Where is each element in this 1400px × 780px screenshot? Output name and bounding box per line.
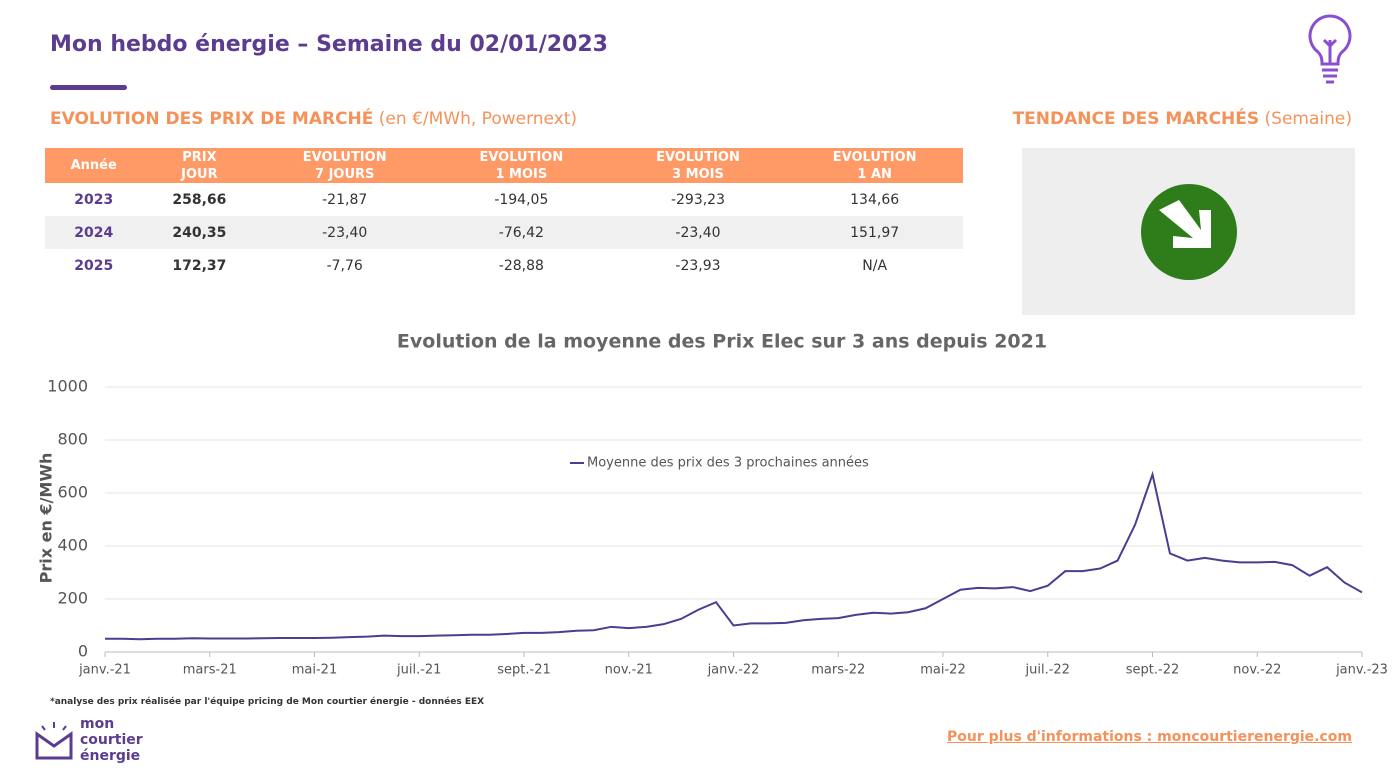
table-cell: 2025 [74, 257, 114, 274]
table-header: Année PRIX JOUR EVOLUTION 7 JOURS EVOLUTION… [45, 148, 963, 183]
table-cell: 2023 [74, 191, 114, 208]
logo-text: mon courtier énergie [80, 716, 143, 764]
table-row: 2023 258,66 -21,87 -194,05 -293,23 134,66 [45, 183, 963, 216]
footer-link[interactable]: Pour plus d'informations : moncourtieren… [947, 729, 1352, 745]
table-cell: -28,88 [498, 257, 544, 274]
x-tick-label: mai-21 [292, 663, 337, 678]
column-header: Année [45, 148, 143, 183]
footnote: *analyse des prix réalisée par l'équipe … [50, 697, 485, 707]
table-cell: -21,87 [322, 191, 368, 208]
x-tick-label: nov.-22 [1233, 663, 1281, 678]
x-tick-label: mars-22 [811, 663, 865, 678]
table-cell: 172,37 [172, 257, 227, 274]
column-header: EVOLUTION 1 AN [786, 148, 963, 183]
x-tick-label: sept.-22 [1126, 663, 1180, 678]
table-row: 2024 240,35 -23,40 -76,42 -23,40 151,97 [45, 216, 963, 249]
x-tick-label: nov.-21 [605, 663, 653, 678]
page-title: Mon hebdo énergie – Semaine du 02/01/202… [50, 32, 608, 57]
market-heading: EVOLUTION DES PRIX DE MARCHÉ [50, 109, 374, 129]
table-cell: -23,40 [609, 216, 787, 249]
x-tick-label: mai-22 [920, 663, 965, 678]
x-tick-label: janv.-21 [78, 663, 131, 678]
logo-line: mon [80, 716, 115, 732]
table-cell: -194,05 [494, 191, 549, 208]
chart-title: Evolution de la moyenne des Prix Elec su… [397, 331, 1047, 353]
column-header: EVOLUTION 7 JOURS [256, 148, 434, 183]
table-cell: -293,23 [670, 191, 725, 208]
trend-icon [1141, 184, 1237, 280]
y-tick-label: 200 [57, 589, 88, 608]
legend-label: Moyenne des prix des 3 prochaines années [587, 456, 869, 471]
chart: Evolution de la moyenne des Prix Elec su… [37, 331, 1388, 678]
table-cell: -23,93 [675, 257, 721, 274]
trend-heading-wrap: TENDANCE DES MARCHÉS (Semaine) [1013, 109, 1352, 129]
x-tick-label: janv.-23 [1335, 663, 1388, 678]
market-subheading: (en €/MWh, Powernext) [378, 109, 578, 129]
x-tick-label: juil.-21 [396, 663, 441, 678]
x-tick-label: mars-21 [183, 663, 237, 678]
table-cell: -7,76 [326, 257, 363, 274]
logo-line: énergie [80, 748, 141, 764]
y-tick-label: 0 [78, 642, 88, 661]
logo-line: courtier [80, 732, 143, 748]
table-cell: N/A [862, 257, 888, 274]
table-cell: 258,66 [172, 191, 227, 208]
logo-icon [35, 722, 73, 760]
table-cell: 2024 [45, 216, 143, 249]
trend-panel [1022, 148, 1355, 315]
table-cell: -76,42 [433, 216, 610, 249]
trend-heading: TENDANCE DES MARCHÉS [1012, 109, 1260, 129]
y-tick-label: 400 [57, 536, 88, 555]
x-tick-label: janv.-22 [707, 663, 760, 678]
y-tick-label: 600 [57, 483, 88, 502]
x-tick-label: juil.-22 [1025, 663, 1070, 678]
x-tick-label: sept.-21 [497, 663, 551, 678]
market-heading-wrap: EVOLUTION DES PRIX DE MARCHÉ (en €/MWh, … [50, 109, 577, 129]
column-header: PRIX JOUR [142, 148, 257, 183]
line-series [105, 470, 1363, 641]
trend-subheading: (Semaine) [1264, 109, 1352, 129]
table-cell: 240,35 [142, 216, 257, 249]
title-underline [50, 85, 127, 90]
price-table: Année PRIX JOUR EVOLUTION 7 JOURS EVOLUTION… [45, 148, 963, 282]
table-cell: -23,40 [256, 216, 434, 249]
table-cell: 134,66 [850, 191, 900, 208]
column-header: EVOLUTION 3 MOIS [609, 148, 787, 183]
y-tick-label: 800 [57, 430, 88, 449]
table-cell: 151,97 [786, 216, 963, 249]
table-row: 2025 172,37 -7,76 -28,88 -23,93 N/A [45, 249, 963, 282]
y-axis-label: Prix en €/MWh [37, 453, 56, 584]
column-header: EVOLUTION 1 MOIS [433, 148, 610, 183]
bulb-icon [1308, 14, 1352, 84]
y-tick-label: 1000 [47, 377, 88, 396]
